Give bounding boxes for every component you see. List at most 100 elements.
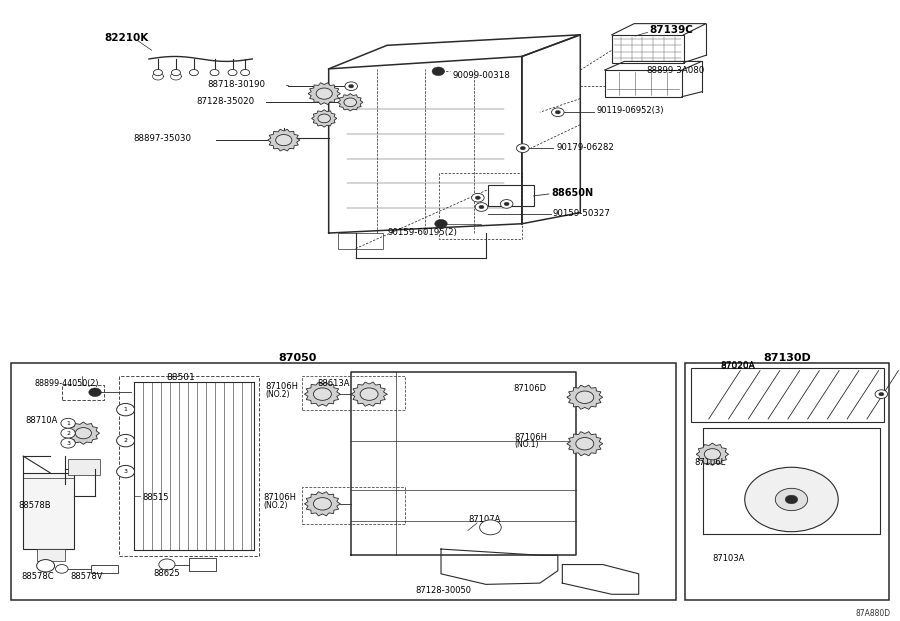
Bar bbox=[488, 185, 534, 206]
Circle shape bbox=[480, 520, 501, 535]
Text: 87128-35020: 87128-35020 bbox=[196, 97, 255, 106]
Text: 87106H: 87106H bbox=[263, 493, 296, 502]
Circle shape bbox=[313, 388, 331, 401]
Text: 87107A: 87107A bbox=[468, 515, 500, 524]
Text: 90119-06952(3): 90119-06952(3) bbox=[597, 106, 664, 116]
Text: 87106L: 87106L bbox=[695, 458, 725, 467]
Text: 90159-60195(2): 90159-60195(2) bbox=[387, 228, 457, 237]
Circle shape bbox=[275, 135, 292, 146]
Bar bbox=[302, 376, 405, 410]
Bar bbox=[338, 233, 382, 248]
Bar bbox=[302, 487, 405, 524]
Text: 3: 3 bbox=[123, 469, 128, 474]
Circle shape bbox=[61, 438, 76, 448]
Text: 87128-30050: 87128-30050 bbox=[416, 586, 472, 595]
Text: 87106D: 87106D bbox=[513, 384, 546, 393]
Circle shape bbox=[171, 70, 180, 76]
Text: 87139C: 87139C bbox=[650, 25, 693, 35]
Circle shape bbox=[318, 114, 330, 123]
Polygon shape bbox=[311, 110, 337, 127]
Text: 88899-44050(2): 88899-44050(2) bbox=[35, 379, 99, 388]
Text: 1: 1 bbox=[67, 421, 70, 426]
Polygon shape bbox=[338, 94, 363, 111]
Circle shape bbox=[552, 108, 564, 117]
Circle shape bbox=[744, 467, 838, 532]
Circle shape bbox=[878, 392, 884, 396]
Bar bbox=[605, 70, 682, 97]
Text: 87103A: 87103A bbox=[713, 554, 745, 563]
Bar bbox=[68, 459, 100, 474]
Text: (NO.1): (NO.1) bbox=[515, 440, 539, 450]
Circle shape bbox=[555, 111, 561, 114]
Circle shape bbox=[56, 564, 68, 573]
Circle shape bbox=[360, 388, 378, 401]
Text: (NO.2): (NO.2) bbox=[263, 501, 288, 510]
Polygon shape bbox=[304, 492, 340, 516]
Text: 90099-00318: 90099-00318 bbox=[453, 71, 510, 80]
Polygon shape bbox=[308, 83, 340, 104]
Circle shape bbox=[875, 390, 887, 399]
Polygon shape bbox=[267, 129, 300, 151]
Polygon shape bbox=[567, 385, 603, 409]
Circle shape bbox=[344, 98, 356, 107]
Circle shape bbox=[117, 404, 135, 416]
Circle shape bbox=[210, 70, 219, 76]
Circle shape bbox=[472, 193, 484, 202]
Circle shape bbox=[348, 84, 354, 88]
Bar bbox=[120, 376, 259, 556]
Circle shape bbox=[500, 199, 513, 208]
Text: 2: 2 bbox=[66, 431, 70, 436]
Text: 82210K: 82210K bbox=[104, 33, 148, 43]
Text: 87106H: 87106H bbox=[515, 433, 548, 442]
Text: 87130D: 87130D bbox=[763, 353, 811, 363]
Circle shape bbox=[228, 70, 237, 76]
Bar bbox=[91, 564, 118, 573]
Bar bbox=[12, 363, 677, 600]
Bar bbox=[686, 363, 888, 600]
Text: 90159-50327: 90159-50327 bbox=[553, 209, 610, 218]
Bar bbox=[62, 385, 104, 400]
Bar bbox=[37, 549, 66, 561]
Circle shape bbox=[154, 70, 162, 76]
Text: 88710A: 88710A bbox=[26, 416, 59, 425]
Text: 88650N: 88650N bbox=[552, 188, 594, 197]
Circle shape bbox=[189, 70, 198, 76]
Bar bbox=[189, 558, 216, 571]
Text: 88578V: 88578V bbox=[71, 573, 104, 581]
Circle shape bbox=[117, 435, 135, 447]
Circle shape bbox=[520, 147, 526, 150]
Circle shape bbox=[159, 559, 175, 570]
Polygon shape bbox=[351, 382, 387, 406]
Text: 88613A: 88613A bbox=[317, 379, 349, 388]
Circle shape bbox=[785, 495, 797, 504]
Text: 88578C: 88578C bbox=[22, 573, 54, 581]
Text: 87106H: 87106H bbox=[266, 382, 299, 391]
Circle shape bbox=[432, 67, 445, 76]
Circle shape bbox=[316, 88, 332, 99]
Text: 1: 1 bbox=[123, 407, 128, 412]
Text: 88899-3A080: 88899-3A080 bbox=[646, 66, 704, 75]
Circle shape bbox=[475, 196, 481, 199]
Text: 87020A: 87020A bbox=[720, 361, 755, 369]
Bar bbox=[612, 35, 684, 63]
Circle shape bbox=[76, 428, 92, 439]
Text: 87050: 87050 bbox=[278, 353, 317, 363]
Circle shape bbox=[61, 419, 76, 428]
Text: (NO.2): (NO.2) bbox=[266, 389, 291, 399]
Text: 2: 2 bbox=[123, 438, 128, 443]
Bar bbox=[23, 473, 75, 549]
Polygon shape bbox=[304, 382, 340, 406]
Circle shape bbox=[345, 82, 357, 91]
Circle shape bbox=[37, 560, 55, 572]
Circle shape bbox=[117, 465, 135, 478]
Polygon shape bbox=[68, 422, 100, 445]
Circle shape bbox=[475, 202, 488, 211]
Circle shape bbox=[240, 70, 249, 76]
Circle shape bbox=[435, 219, 447, 228]
Text: 88718-30190: 88718-30190 bbox=[207, 81, 266, 89]
Text: 90179-06282: 90179-06282 bbox=[556, 143, 614, 152]
Polygon shape bbox=[697, 443, 729, 465]
Text: 87020A: 87020A bbox=[720, 362, 755, 371]
Circle shape bbox=[576, 391, 594, 404]
Circle shape bbox=[313, 497, 331, 510]
